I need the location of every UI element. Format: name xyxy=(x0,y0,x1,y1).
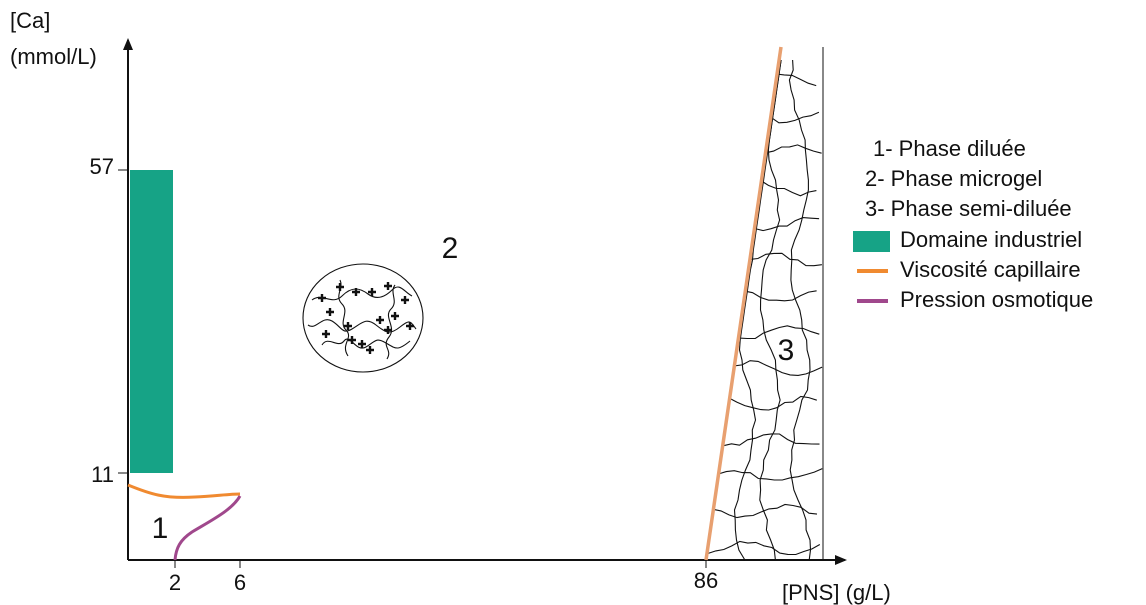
charge xyxy=(326,308,334,316)
semi-dilute-boundary xyxy=(704,46,783,561)
charge xyxy=(376,316,384,324)
mesh-line xyxy=(707,540,821,556)
x-tick-label: 2 xyxy=(169,570,181,595)
mesh-line xyxy=(776,73,817,87)
charge xyxy=(406,322,414,330)
chain xyxy=(321,338,411,349)
y-tick-label: 11 xyxy=(91,462,114,487)
mesh-line xyxy=(712,503,818,519)
charge xyxy=(344,322,352,330)
legend-label: 3- Phase semi-diluée xyxy=(865,196,1072,221)
x-tick-label: 6 xyxy=(234,570,246,595)
charge xyxy=(368,288,376,296)
viscosity-curve xyxy=(127,483,241,499)
mesh-line xyxy=(759,59,782,561)
mesh-line xyxy=(718,468,823,481)
legend-label: 1- Phase diluée xyxy=(873,136,1026,161)
charge xyxy=(318,294,326,302)
region-label: 2 xyxy=(442,232,459,265)
legend-label: 2- Phase microgel xyxy=(865,166,1042,191)
charge xyxy=(322,330,330,338)
semi-dilute-mesh xyxy=(707,59,823,561)
osmotic-curve xyxy=(173,495,242,561)
charge xyxy=(336,283,344,291)
mesh-line xyxy=(728,395,817,411)
charge xyxy=(384,282,392,290)
y-axis-label: [Ca] xyxy=(10,8,50,33)
mesh-line xyxy=(760,179,817,197)
chain xyxy=(385,284,396,360)
mesh-line xyxy=(788,59,812,561)
chain xyxy=(311,286,413,301)
charges xyxy=(318,282,414,354)
charge xyxy=(401,296,409,304)
industrial-domain xyxy=(130,170,173,473)
mesh-line xyxy=(734,360,823,376)
mesh-line xyxy=(770,111,820,124)
chain xyxy=(307,319,417,333)
mesh-line xyxy=(739,325,820,340)
microgel-outline xyxy=(302,263,424,373)
mesh-line xyxy=(749,252,822,267)
mesh-line xyxy=(765,144,822,154)
y-axis-label: (mmol/L) xyxy=(10,44,97,69)
charge xyxy=(366,346,374,354)
y-tick-label: 57 xyxy=(90,154,114,179)
region-label: 3 xyxy=(778,334,795,367)
legend-swatch xyxy=(853,231,890,252)
charge xyxy=(358,340,366,348)
legend-label: Pression osmotique xyxy=(900,287,1093,312)
charge xyxy=(384,326,392,334)
charge xyxy=(352,288,360,296)
legend-label: Viscosité capillaire xyxy=(900,257,1081,282)
legend: 1- Phase diluée 2- Phase microgel 3- Phase… xyxy=(853,136,1093,312)
charge xyxy=(391,312,399,320)
region-label: 1 xyxy=(152,512,169,545)
legend-label: Domaine industriel xyxy=(900,227,1082,252)
charge xyxy=(348,336,356,344)
mesh-line xyxy=(754,217,820,232)
mesh-line xyxy=(723,433,820,447)
chain xyxy=(338,279,350,357)
x-tick-label: 86 xyxy=(694,568,718,593)
x-axis-label: [PNS] (g/L) xyxy=(782,580,891,605)
microgel-icon xyxy=(302,263,424,373)
mesh-line xyxy=(744,290,817,302)
